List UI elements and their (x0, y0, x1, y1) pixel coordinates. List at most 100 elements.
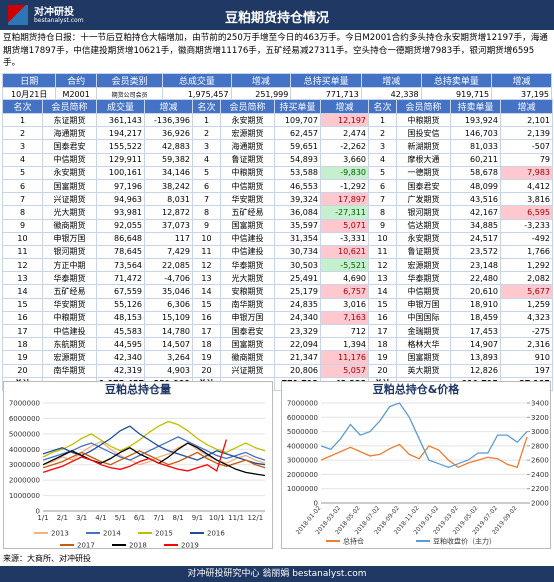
cell: 2 (368, 126, 397, 141)
row: 18 东航期货 44,595 14,507 18 国富期货 22,094 1,394 18 格林大… (2, 337, 553, 352)
row: 10 申银万国 86,648 117 10 中信建投 31,354 -3,331 10 永安期货 2… (2, 231, 553, 246)
cell: 67,559 (96, 284, 145, 299)
cell: 14,780 (144, 323, 193, 339)
cell: 一德期货 (396, 165, 451, 180)
cell: 39,324 (274, 192, 321, 207)
cell: 17 (192, 323, 221, 339)
cell: 79 (500, 152, 553, 167)
cell: 53,588 (274, 165, 321, 180)
y-tick-label: 3000000 (9, 461, 40, 469)
y-tick-label: 3000000 (287, 457, 318, 465)
cell: 16 (2, 310, 43, 326)
header-cell: 会员简称 (220, 99, 275, 114)
cell: 31,354 (274, 231, 321, 246)
cell: 11 (192, 244, 221, 260)
cell: -27,311 (320, 205, 369, 220)
cell: 10 (192, 231, 221, 246)
header-cell: 成交量 (96, 99, 145, 114)
cell: 英大期货 (396, 363, 451, 378)
cell: 23,572 (450, 244, 501, 260)
cell: 20 (192, 363, 221, 378)
cell: 48,153 (96, 310, 145, 326)
cell: 23,329 (274, 323, 321, 339)
row: 15 华安期货 55,126 6,306 15 南华期货 24,835 3,016 15 申银万国… (2, 297, 553, 312)
cell: 五矿经易 (220, 205, 275, 220)
cell: 海通期货 (42, 126, 97, 141)
cell: 13 (368, 271, 397, 286)
cell: 3,816 (500, 192, 553, 207)
cell: 华泰期货 (396, 271, 451, 286)
y2-tick-label: 2000 (531, 500, 549, 508)
cell: 12,826 (450, 363, 501, 378)
cell: 2,316 (500, 337, 553, 352)
cell: 4,412 (500, 178, 553, 194)
cell: -507 (500, 139, 553, 154)
cell: 4 (2, 152, 43, 167)
cell: 16 (368, 310, 397, 326)
cell: 10 (368, 231, 397, 246)
cell: 永安期货 (42, 165, 97, 180)
cell: 10 (2, 231, 43, 246)
cell: 11,176 (320, 350, 369, 365)
cell: 46,553 (274, 178, 321, 194)
cell: 7,163 (320, 310, 369, 326)
header-cell: 增减 (360, 73, 422, 88)
chart: 豆粕总持仓&价格 0 1000000 2000000 3000000 4000000 500… (281, 381, 551, 549)
cell: 5 (2, 165, 43, 180)
cell: 国富期货 (396, 350, 451, 365)
cell: 华泰期货 (220, 258, 275, 273)
cell: 华安期货 (220, 192, 275, 207)
y2-tick-label: 2400 (531, 471, 549, 479)
cell: -3,331 (320, 231, 369, 246)
header-cell: 总持买单量 (290, 73, 362, 88)
header-cell: 会员简称 (396, 99, 451, 114)
cell: 12 (368, 258, 397, 273)
x-tick-label: 6/1 (134, 514, 145, 522)
cell: 9 (2, 218, 43, 233)
cell: 42,340 (96, 350, 145, 365)
cell: 1,766 (500, 244, 553, 260)
cell: 5,057 (320, 363, 369, 378)
legend-label: 2014 (103, 530, 121, 538)
cell: 60,211 (450, 152, 501, 167)
cell: 1 (192, 112, 221, 128)
cell: 18 (192, 337, 221, 352)
cell: 20 (368, 363, 397, 378)
cell: 宏源期货 (42, 350, 97, 365)
row: 1 东证期货 361,143 -136,396 1 永安期货 109,707 12,197 1 中… (2, 112, 553, 128)
logo: 对冲研投 bestanalyst.com (6, 3, 86, 27)
cell: 16 (192, 310, 221, 326)
cell: 中信期货 (396, 284, 451, 299)
header-cell: 总成交量 (162, 73, 232, 88)
cell: 申银万国 (42, 231, 97, 246)
x-tick-label: 2/1 (57, 514, 68, 522)
x-tick-label: 9/1 (192, 514, 203, 522)
cell: 17,897 (320, 192, 369, 207)
cell: 59,651 (274, 139, 321, 154)
legend-label: 2013 (51, 530, 69, 538)
cell: 18,459 (450, 310, 501, 326)
cell: 徽商期货 (42, 218, 97, 233)
cell: 光大期货 (220, 271, 275, 286)
cell: 19 (2, 350, 43, 365)
cell: 97,196 (96, 178, 145, 194)
cell: 14 (2, 284, 43, 299)
cell: 国泰君安 (42, 139, 97, 154)
chart-title: 豆粕总持仓量 (105, 382, 171, 396)
cell: -3,233 (500, 218, 553, 233)
x-tick-label: 10/1 (209, 514, 225, 522)
header-cell: 会员类别 (95, 73, 164, 88)
header-cell: 持卖单量 (450, 99, 501, 114)
header-cell: 持买单量 (274, 99, 321, 114)
cell: 34,146 (144, 165, 193, 180)
header-cell: 日期 (1, 73, 57, 88)
y-tick-label: 0 (36, 508, 40, 516)
y-tick-label: 4000000 (287, 442, 318, 450)
cell: 18 (368, 337, 397, 352)
header-cell: 增减 (144, 99, 193, 114)
x-tick-label: 3/1 (76, 514, 87, 522)
cell: 8 (2, 205, 43, 220)
cell: 17 (2, 323, 43, 339)
y-tick-label: 4000000 (9, 446, 40, 454)
